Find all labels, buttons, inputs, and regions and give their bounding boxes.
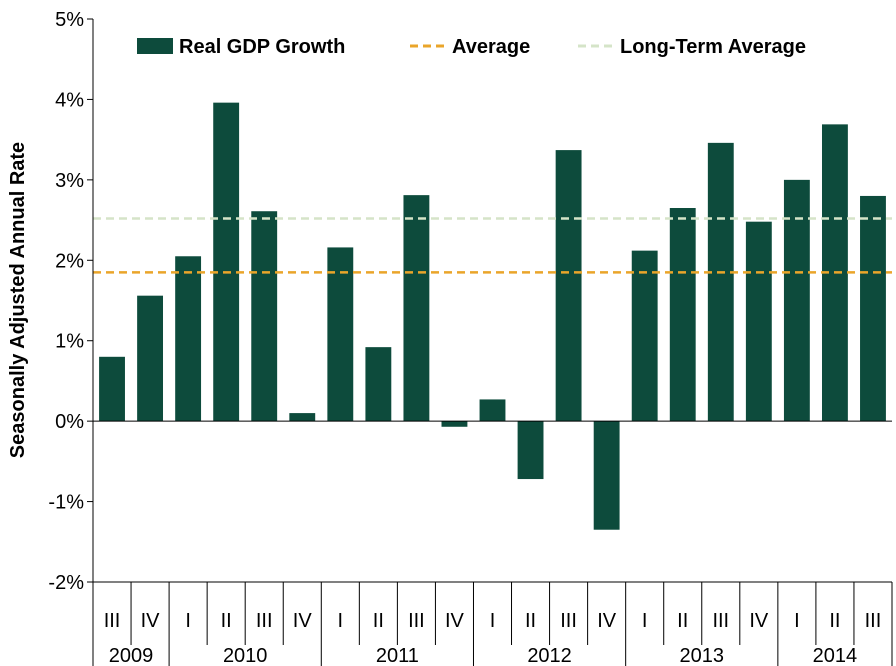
bar <box>289 413 316 422</box>
axes: -2%-1%0%1%2%3%4%5%III IV I II III IV I II III IV I… <box>48 9 893 666</box>
bar <box>860 195 886 422</box>
bar <box>669 208 696 422</box>
x-tick-label: II <box>677 610 688 632</box>
plot-area <box>93 102 892 530</box>
y-tick-label: -1% <box>48 492 84 514</box>
bar <box>175 256 202 422</box>
x-tick-label: I <box>794 610 800 632</box>
bar <box>593 421 620 530</box>
year-label: 2011 <box>376 645 419 666</box>
x-tick-label: III <box>104 610 121 632</box>
x-tick-label: II <box>829 610 840 632</box>
x-tick-label: II <box>221 610 232 632</box>
bar <box>783 179 810 422</box>
y-tick-label: 1% <box>55 331 84 353</box>
bar <box>707 142 734 422</box>
x-tick-label: IV <box>293 610 313 632</box>
x-tick-label: III <box>560 610 577 632</box>
legend-label: Real GDP Growth <box>179 36 345 58</box>
x-tick-label: I <box>185 610 191 632</box>
x-tick-label: III <box>256 610 273 632</box>
x-tick-label: II <box>525 610 536 632</box>
y-tick-label: 3% <box>55 170 84 192</box>
x-tick-label: IV <box>445 610 465 632</box>
year-label: 2014 <box>813 645 858 666</box>
legend-swatch-bar <box>137 38 173 54</box>
y-axis-label: Seasonally Adjusted Annual Rate <box>7 142 29 458</box>
bar <box>327 247 354 422</box>
x-tick-label: I <box>490 610 496 632</box>
year-label: 2012 <box>527 645 572 666</box>
x-tick-label: I <box>338 610 344 632</box>
x-tick-label: III <box>865 610 882 632</box>
bar <box>479 399 506 422</box>
bar <box>365 347 392 422</box>
bar <box>213 102 240 422</box>
x-tick-label: IV <box>597 610 617 632</box>
y-tick-label: 5% <box>55 9 84 31</box>
bar <box>251 211 278 422</box>
x-tick-label: III <box>408 610 425 632</box>
bar <box>441 421 468 427</box>
bar <box>555 150 582 422</box>
bar <box>631 250 658 422</box>
year-label: 2013 <box>680 645 725 666</box>
x-tick-label: III <box>712 610 729 632</box>
legend-label: Average <box>452 36 530 58</box>
y-tick-label: 2% <box>55 250 84 272</box>
x-tick-label: IV <box>141 610 161 632</box>
y-tick-label: -2% <box>48 572 84 594</box>
year-label: 2009 <box>109 645 154 666</box>
bar <box>137 295 164 422</box>
x-tick-label: I <box>642 610 648 632</box>
y-tick-label: 0% <box>55 411 84 433</box>
legend-label: Long-Term Average <box>620 36 806 58</box>
x-tick-label: IV <box>749 610 769 632</box>
bar <box>403 195 430 422</box>
bar <box>99 356 125 422</box>
bar <box>517 421 544 480</box>
legend: Real GDP Growth Average Long-Term Average <box>137 36 806 58</box>
year-label: 2010 <box>223 645 268 666</box>
y-tick-label: 4% <box>55 89 84 111</box>
x-tick-label: II <box>373 610 384 632</box>
bar <box>745 221 772 422</box>
